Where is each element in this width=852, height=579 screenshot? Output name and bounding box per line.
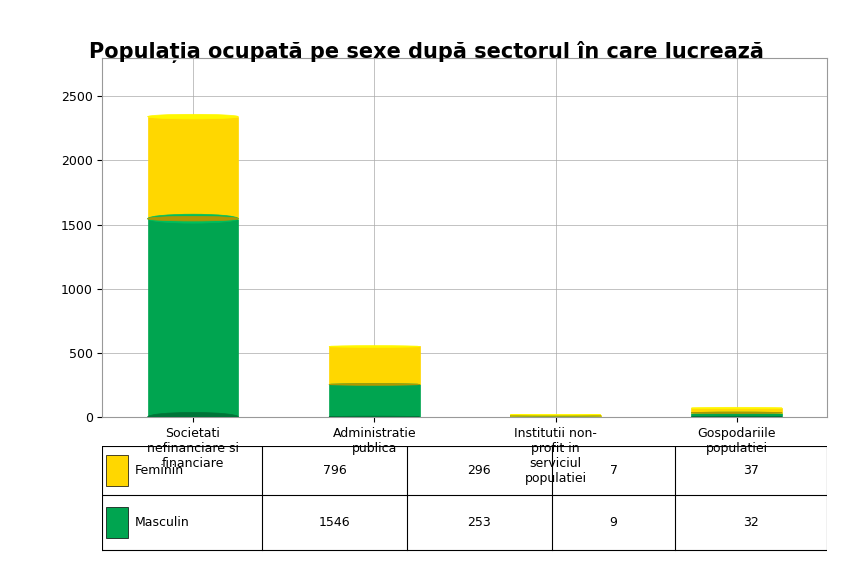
Text: Masculin: Masculin [135,516,189,529]
Bar [509,415,600,416]
Ellipse shape [691,407,781,409]
Ellipse shape [691,412,781,413]
FancyBboxPatch shape [106,455,128,486]
Text: Populația ocupată pe sexe după sectorul în care lucrează: Populația ocupată pe sexe după sectorul … [89,41,763,63]
Text: 253: 253 [467,516,491,529]
Text: Feminin: Feminin [135,464,184,477]
Ellipse shape [329,416,419,417]
Bar [147,219,238,417]
Text: 7: 7 [609,464,617,477]
Ellipse shape [329,384,419,385]
Ellipse shape [147,214,238,223]
Bar [147,116,238,219]
Text: 32: 32 [743,516,758,529]
Ellipse shape [509,415,600,416]
Ellipse shape [147,217,238,221]
Ellipse shape [691,416,781,417]
Text: 296: 296 [467,464,491,477]
Ellipse shape [329,346,419,347]
FancyBboxPatch shape [106,507,128,538]
Ellipse shape [329,384,419,385]
Text: 796: 796 [322,464,346,477]
Bar [329,384,419,417]
Ellipse shape [147,412,238,422]
Ellipse shape [691,412,781,413]
Bar [691,408,781,413]
Text: 9: 9 [609,516,617,529]
Text: 1546: 1546 [318,516,350,529]
Bar [509,416,600,417]
Ellipse shape [147,114,238,119]
Ellipse shape [509,416,600,417]
Bar [329,346,419,384]
Ellipse shape [509,415,600,416]
Bar [691,413,781,417]
Text: 37: 37 [742,464,758,477]
